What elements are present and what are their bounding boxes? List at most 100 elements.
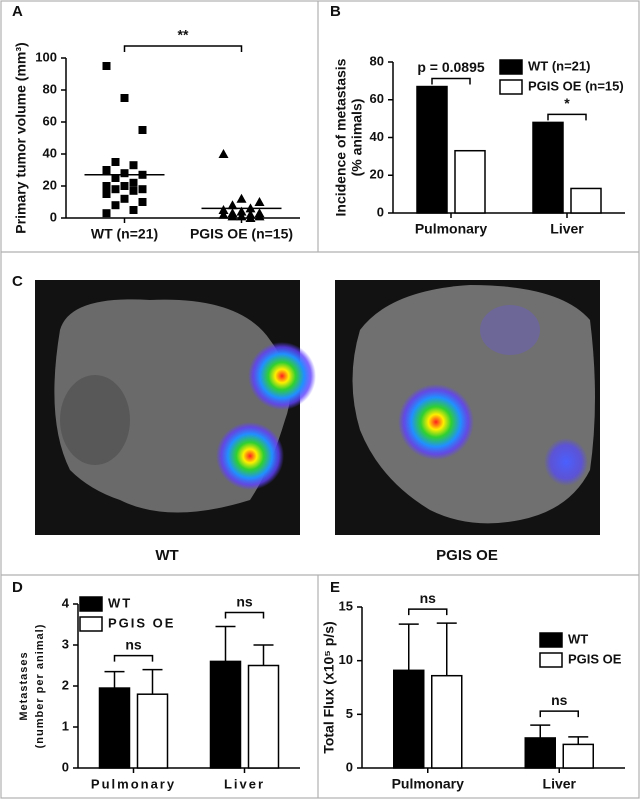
- bar: [136, 693, 169, 769]
- y-tick-label: 15: [339, 598, 353, 613]
- bar: [524, 737, 556, 769]
- x-tick-label: Liver: [543, 776, 577, 792]
- y-axis-label: Primary tumor volume (mm³): [13, 42, 29, 233]
- bar: [393, 669, 425, 769]
- y-axis-label: (number per animal): [34, 624, 46, 749]
- y-tick-label: 5: [346, 706, 353, 721]
- x-tick-label: Liver: [224, 776, 265, 791]
- legend-label: WT (n=21): [528, 58, 590, 73]
- y-tick-label: 20: [43, 177, 57, 192]
- bar: [532, 121, 564, 214]
- data-point: [254, 197, 265, 206]
- y-tick-label: 80: [370, 53, 384, 68]
- error-bar: [104, 670, 125, 689]
- error-bar: [253, 644, 274, 666]
- signal: [398, 384, 474, 460]
- legend-label: PGIS OE: [108, 615, 175, 630]
- data-point: [129, 186, 138, 195]
- data-point: [102, 209, 111, 218]
- legend-label: WT: [568, 631, 588, 646]
- legend-label: WT: [108, 595, 132, 610]
- legend-swatch: [79, 596, 103, 612]
- y-axis-label: (% animals): [349, 99, 365, 177]
- significance-bracket: [408, 608, 448, 616]
- bar: [454, 149, 486, 214]
- annotation: ns: [125, 636, 142, 652]
- significance-bracket: [431, 77, 471, 85]
- significance-bracket: [539, 710, 579, 718]
- bar: [98, 687, 131, 769]
- data-point: [111, 174, 120, 182]
- panel-label: E: [330, 579, 340, 596]
- data-point: [227, 200, 238, 210]
- legend-swatch: [539, 652, 563, 668]
- y-tick-label: 100: [35, 49, 57, 64]
- data-point: [129, 161, 138, 170]
- y-tick-label: 60: [370, 91, 384, 106]
- y-tick-label: 4: [62, 595, 70, 610]
- panel-label: C: [12, 273, 23, 290]
- x-tick-label: Pulmonary: [392, 776, 465, 792]
- y-axis-label: Total Flux (x10⁵ p/s): [321, 621, 337, 753]
- significance-bracket: [547, 113, 587, 121]
- y-axis-label: Incidence of metastasis: [333, 58, 349, 216]
- x-tick-label: WT (n=21): [91, 226, 158, 242]
- image-panel: C WT PGIS OE: [12, 273, 600, 564]
- error-bar: [568, 736, 589, 745]
- y-tick-label: 0: [50, 209, 57, 224]
- y-tick-label: 0: [62, 759, 69, 774]
- legend-swatch: [79, 616, 103, 632]
- annotation: *: [564, 95, 570, 111]
- annotation: ns: [420, 590, 437, 606]
- data-point: [138, 185, 147, 194]
- data-point: [102, 62, 111, 70]
- error-bar: [530, 724, 551, 738]
- data-point: [120, 182, 129, 190]
- legend-swatch: [499, 79, 523, 95]
- bar: [416, 85, 448, 214]
- y-tick-label: 40: [370, 129, 384, 144]
- y-tick-label: 10: [339, 652, 353, 667]
- legend-swatch: [539, 632, 563, 648]
- y-tick-label: 2: [62, 677, 69, 692]
- data-point: [129, 178, 138, 187]
- data-point: [120, 194, 129, 203]
- bar: [570, 187, 602, 214]
- data-point: [102, 182, 111, 190]
- image-caption: PGIS OE: [436, 547, 498, 564]
- data-point: [102, 166, 111, 174]
- legend-label: PGIS OE (n=15): [528, 78, 624, 93]
- tissue: [352, 285, 595, 524]
- y-tick-label: 20: [370, 167, 384, 182]
- data-point: [138, 198, 147, 206]
- legend-swatch: [499, 59, 523, 75]
- annotation: ns: [551, 692, 568, 708]
- tissue: [60, 375, 130, 465]
- error-bar: [398, 623, 419, 671]
- image-caption: WT: [155, 547, 178, 564]
- significance-bracket: [113, 654, 154, 662]
- data-point: [254, 211, 265, 221]
- signal: [216, 422, 284, 490]
- x-tick-label: PGIS OE (n=15): [190, 226, 293, 242]
- significance-bracket: [123, 45, 243, 52]
- y-tick-label: 0: [346, 759, 353, 774]
- panel-label: D: [12, 579, 23, 596]
- annotation: p = 0.0895: [417, 59, 485, 75]
- data-point: [120, 169, 129, 178]
- y-tick-label: 40: [43, 145, 57, 160]
- y-tick-label: 80: [43, 81, 57, 96]
- panel-label: B: [330, 3, 341, 20]
- signal: [480, 305, 540, 355]
- bar: [431, 674, 463, 769]
- error-bar: [142, 668, 163, 695]
- legend-label: PGIS OE: [568, 651, 622, 666]
- bar: [247, 664, 280, 769]
- y-tick-label: 0: [377, 204, 384, 219]
- data-point: [111, 185, 120, 194]
- bar: [209, 660, 242, 769]
- data-point: [218, 205, 229, 214]
- signal: [544, 438, 588, 486]
